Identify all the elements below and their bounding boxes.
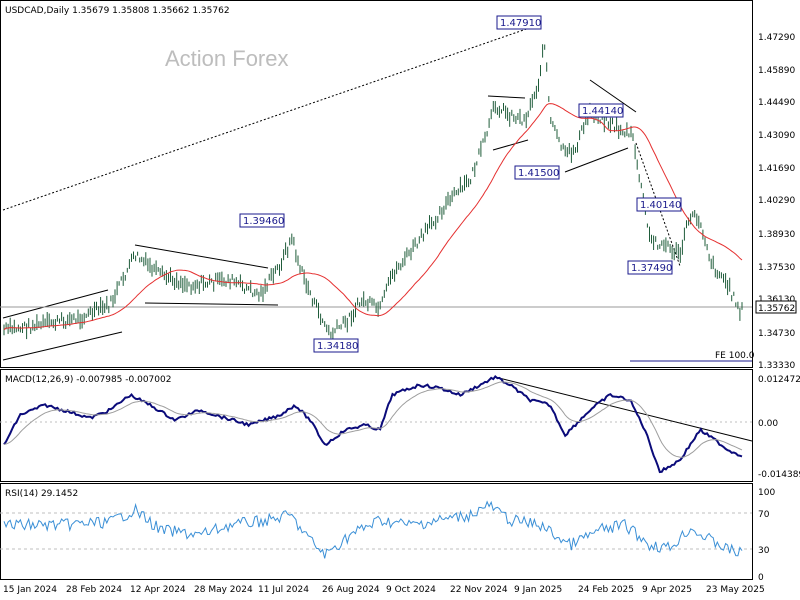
macd-trendline bbox=[494, 376, 753, 442]
price-tick: 1.44490 bbox=[758, 98, 795, 108]
annotation-1-41500: 1.41500 bbox=[514, 165, 560, 180]
x-tick: 28 May 2024 bbox=[194, 585, 253, 595]
price-y-axis: 1.47290 1.45890 1.44490 1.43090 1.41690 … bbox=[758, 33, 795, 371]
x-tick: 12 Apr 2024 bbox=[130, 585, 186, 595]
svg-text:1.40140: 1.40140 bbox=[640, 200, 681, 211]
level-annotations: 1.47910 1.39460 1.34180 1.41500 1.44140 … bbox=[239, 15, 797, 361]
flag-upper bbox=[487, 95, 526, 99]
price-tick: 1.45890 bbox=[758, 66, 795, 76]
svg-text:1.44140: 1.44140 bbox=[582, 106, 623, 117]
macd-panel-frame bbox=[0, 369, 753, 482]
price-tick: 1.41690 bbox=[758, 164, 795, 174]
price-tick: 1.33330 bbox=[758, 361, 795, 371]
current-price-box bbox=[755, 300, 797, 314]
rsi-tick: 70 bbox=[758, 510, 770, 520]
macd-line bbox=[3, 374, 743, 474]
rsi-tick: 100 bbox=[758, 488, 775, 498]
svg-text:1.34180: 1.34180 bbox=[317, 341, 358, 352]
macd-tick: 0.00 bbox=[758, 419, 778, 429]
x-tick: 9 Apr 2025 bbox=[642, 585, 692, 595]
rsi-y-axis: 100 70 30 0 bbox=[758, 488, 775, 583]
x-axis: 15 Jan 2024 28 Feb 2024 12 Apr 2024 28 M… bbox=[3, 585, 765, 595]
svg-text:1.37490: 1.37490 bbox=[631, 263, 672, 274]
x-tick: 15 Jan 2024 bbox=[3, 585, 57, 595]
price-tick: 1.34730 bbox=[758, 329, 795, 339]
annotation-1-40140: 1.40140 bbox=[636, 197, 682, 212]
rsi-tick: 0 bbox=[758, 573, 764, 583]
wedge-lower bbox=[564, 147, 629, 173]
rsi-panel-frame bbox=[0, 483, 753, 580]
x-tick: 22 Nov 2024 bbox=[450, 585, 508, 595]
x-tick: 9 Oct 2024 bbox=[386, 585, 436, 595]
x-tick: 26 Aug 2024 bbox=[322, 585, 380, 595]
annotation-1-39460: 1.39460 bbox=[239, 213, 285, 228]
price-bars bbox=[3, 44, 743, 340]
macd-panel-title: MACD(12,26,9) -0.007985 -0.007002 bbox=[5, 375, 171, 385]
annotation-1-34180: 1.34180 bbox=[313, 338, 359, 353]
price-tick: 1.43090 bbox=[758, 131, 795, 141]
triangle-lower bbox=[144, 302, 279, 306]
x-tick: 24 Feb 2025 bbox=[578, 585, 634, 595]
svg-text:1.41500: 1.41500 bbox=[518, 168, 559, 179]
svg-text:1.39460: 1.39460 bbox=[243, 216, 284, 227]
price-tick: 1.38930 bbox=[758, 230, 795, 240]
x-tick: 11 Jul 2024 bbox=[258, 585, 309, 595]
price-tick: 1.36130 bbox=[758, 295, 795, 305]
x-tick: 9 Jan 2025 bbox=[514, 585, 562, 595]
wedge-upper bbox=[589, 79, 637, 113]
annotation-1-44140: 1.44140 bbox=[578, 103, 624, 118]
macd-y-axis: 0.012472 0.00 -0.014389 bbox=[758, 375, 800, 480]
fe-label: FE 100.0 bbox=[715, 351, 755, 361]
watermark: Action Forex bbox=[165, 46, 289, 71]
x-tick: 28 Feb 2024 bbox=[66, 585, 122, 595]
svg-text:1.47910: 1.47910 bbox=[500, 18, 541, 29]
flag-lower bbox=[492, 139, 529, 151]
macd-tick: -0.014389 bbox=[758, 470, 800, 480]
rsi-line bbox=[3, 500, 743, 559]
moving-average-line bbox=[3, 103, 743, 331]
channel-upper bbox=[2, 289, 109, 319]
price-tick: 1.37530 bbox=[758, 263, 795, 273]
rsi-panel-title: RSI(14) 29.1452 bbox=[5, 489, 78, 499]
current-price-label: 1.35762 bbox=[758, 304, 795, 314]
price-panel-title: USDCAD,Daily 1.35679 1.35808 1.35662 1.3… bbox=[5, 6, 230, 16]
rsi-tick: 30 bbox=[758, 546, 770, 556]
price-tick: 1.47290 bbox=[758, 33, 795, 43]
x-tick: 23 May 2025 bbox=[706, 585, 765, 595]
macd-tick: 0.012472 bbox=[758, 375, 800, 385]
annotation-1-37490: 1.37490 bbox=[627, 260, 673, 275]
channel-lower bbox=[2, 331, 123, 361]
signal-line bbox=[3, 381, 743, 458]
annotation-1-47910: 1.47910 bbox=[496, 15, 542, 30]
triangle-upper bbox=[134, 244, 269, 269]
price-tick: 1.40290 bbox=[758, 196, 795, 206]
